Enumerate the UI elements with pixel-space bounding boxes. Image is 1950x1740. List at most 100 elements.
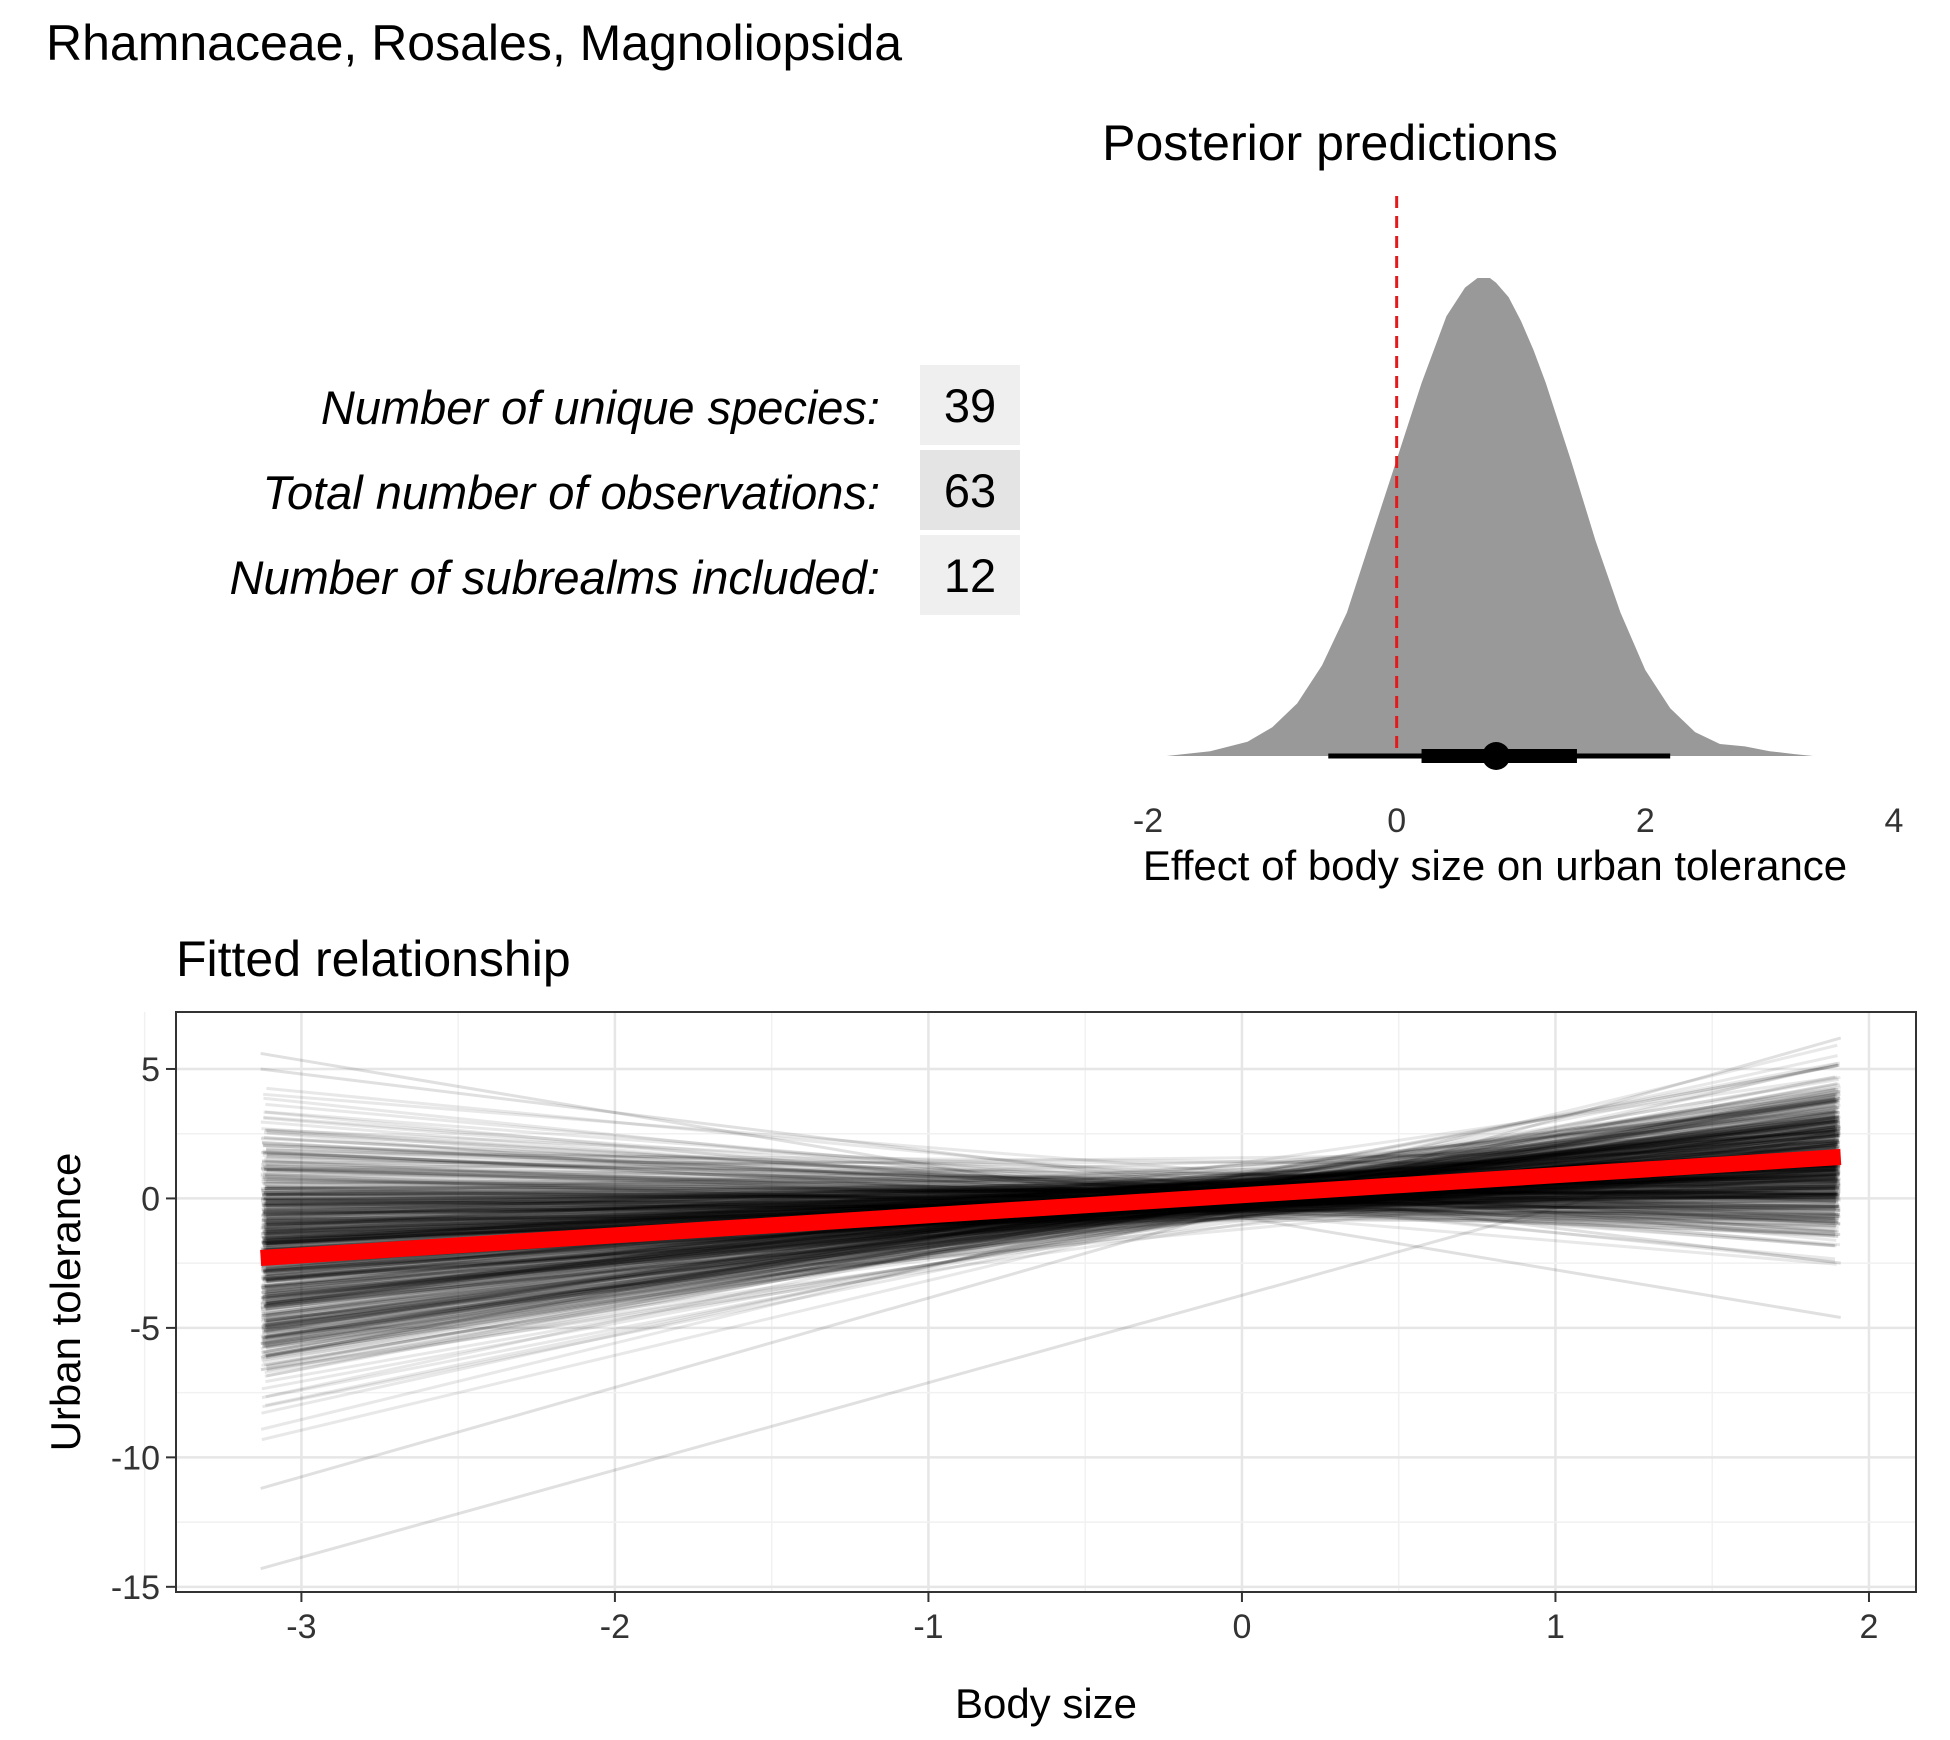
posterior-draw-line [265,1156,1837,1199]
posterior-draw-line [261,1168,1841,1268]
posterior-draw-line [262,1141,1837,1253]
posterior-draw-line [266,1075,1841,1358]
figure-title: Rhamnaceae, Rosales, Magnoliopsida [46,15,903,71]
posterior-draw-line [266,1155,1837,1205]
posterior-draw-line [264,1184,1835,1197]
posterior-draw-line [264,1092,1838,1303]
posterior-draw-line [266,1163,1837,1216]
posterior-draw-line [261,1139,1839,1197]
posterior-draw-line [262,1109,1839,1282]
posterior-draw-line [266,1168,1836,1212]
posterior-x-tick-label: -2 [1133,802,1163,840]
posterior-draw-line [266,1131,1840,1226]
posterior-x-ticks: -2 0 2 4 [1133,802,1904,840]
posterior-title: Posterior predictions [1102,115,1558,171]
posterior-draw-line [263,1177,1841,1207]
posterior-predictions-chart: Posterior predictions -2 0 2 4 Effect of bo… [1102,115,1904,889]
posterior-draw-line [262,1102,1840,1346]
posterior-draw-line [261,1130,1841,1221]
posterior-draw-line [265,1087,1839,1347]
posterior-draw-line [261,1112,1835,1329]
posterior-draw-line [265,1162,1841,1219]
posterior-draw-line [261,1125,1836,1339]
posterior-draw-line [264,1167,1837,1191]
posterior-draw-line [263,1135,1840,1307]
point-estimate-dot [1482,742,1511,770]
posterior-draw-line [264,1178,1836,1207]
posterior-draw-line [261,1100,1840,1286]
posterior-draw-line [260,1051,1842,1320]
posterior-draw-line [261,1125,1836,1330]
fitted-y-label: Urban tolerance [42,1153,89,1452]
posterior-draw-line [264,1158,1841,1296]
grid-lines [143,1012,1916,1592]
fitted-title: Fitted relationship [176,931,571,987]
posterior-draw-line [262,1192,1836,1200]
posterior-draw-line [266,1178,1838,1202]
x-tick-label: 0 [1232,1608,1251,1646]
posterior-draw-line [262,1163,1836,1200]
posterior-draw-line [261,1150,1836,1225]
stat-label-subrealms: Number of subrealms included: [229,551,880,604]
posterior-draw-line [262,1117,1837,1327]
posterior-draw-line [266,1082,1838,1369]
posterior-draw-line [265,1189,1837,1195]
posterior-draw-line [262,1124,1840,1335]
posterior-draw-line [261,1188,1838,1195]
posterior-draw-line [265,1174,1838,1209]
posterior-draw-line [264,1150,1840,1227]
posterior-draw-line [265,1124,1841,1323]
posterior-draw-line [265,1113,1840,1340]
posterior-draw-line [266,1117,1835,1331]
posterior-draw-line [263,1180,1837,1195]
y-tick-label: 5 [141,1051,160,1089]
posterior-draw-line [263,1151,1835,1221]
posterior-draw-line [260,1096,1840,1371]
posterior-draw-line [266,1168,1839,1223]
posterior-draw-line [263,1180,1837,1205]
posterior-draw-line [261,1179,1839,1217]
posterior-draw-line [263,1096,1836,1264]
posterior-draw-line [261,1189,1840,1210]
posterior-draw-line [263,1110,1836,1261]
posterior-draw-line [265,1159,1839,1238]
posterior-draw-line [263,1098,1839,1355]
posterior-draw-line [264,1116,1841,1330]
posterior-draw-line [266,1176,1836,1281]
posterior-draw-line [262,1139,1840,1244]
posterior-draw-line [261,1169,1836,1273]
posterior-draw-line [263,1109,1838,1338]
posterior-draw-line [264,1113,1836,1340]
posterior-draw-line [263,1092,1836,1222]
posterior-draw-line [262,1129,1837,1343]
posterior-draw-line [266,1118,1838,1324]
posterior-draw-line [264,1110,1841,1339]
posterior-draw-line [265,1177,1841,1204]
stat-value-subrealms: 12 [920,535,1020,615]
stat-label-species: Number of unique species: [320,381,880,434]
posterior-draw-line [264,1160,1838,1308]
posterior-draw-line [264,1129,1836,1334]
posterior-draw-line [263,1116,1840,1358]
posterior-draw-line [264,1179,1840,1191]
posterior-draw-line [262,1204,1836,1228]
posterior-draw-line [260,1151,1841,1226]
posterior-draw-line [265,1184,1837,1195]
y-tick-label: -10 [111,1439,160,1477]
posterior-draw-line [263,1168,1839,1208]
posterior-draw-line [261,1097,1835,1344]
posterior-draw-line [266,1184,1839,1198]
posterior-draw-line [263,1099,1840,1348]
posterior-draw-line [263,1115,1839,1238]
posterior-draw-line [260,1109,1836,1351]
posterior-draw-line [265,1217,1835,1226]
posterior-draw-line [260,1165,1836,1228]
stat-value-observations: 63 [920,450,1020,530]
fitted-x-label: Body size [955,1680,1137,1727]
posterior-draw-line [265,1104,1836,1331]
posterior-draw-line [266,1137,1839,1296]
posterior-draw-line [262,1181,1837,1198]
posterior-draw-line [266,1092,1841,1372]
posterior-draw-line [262,1109,1837,1256]
posterior-draw-line [262,1100,1837,1340]
